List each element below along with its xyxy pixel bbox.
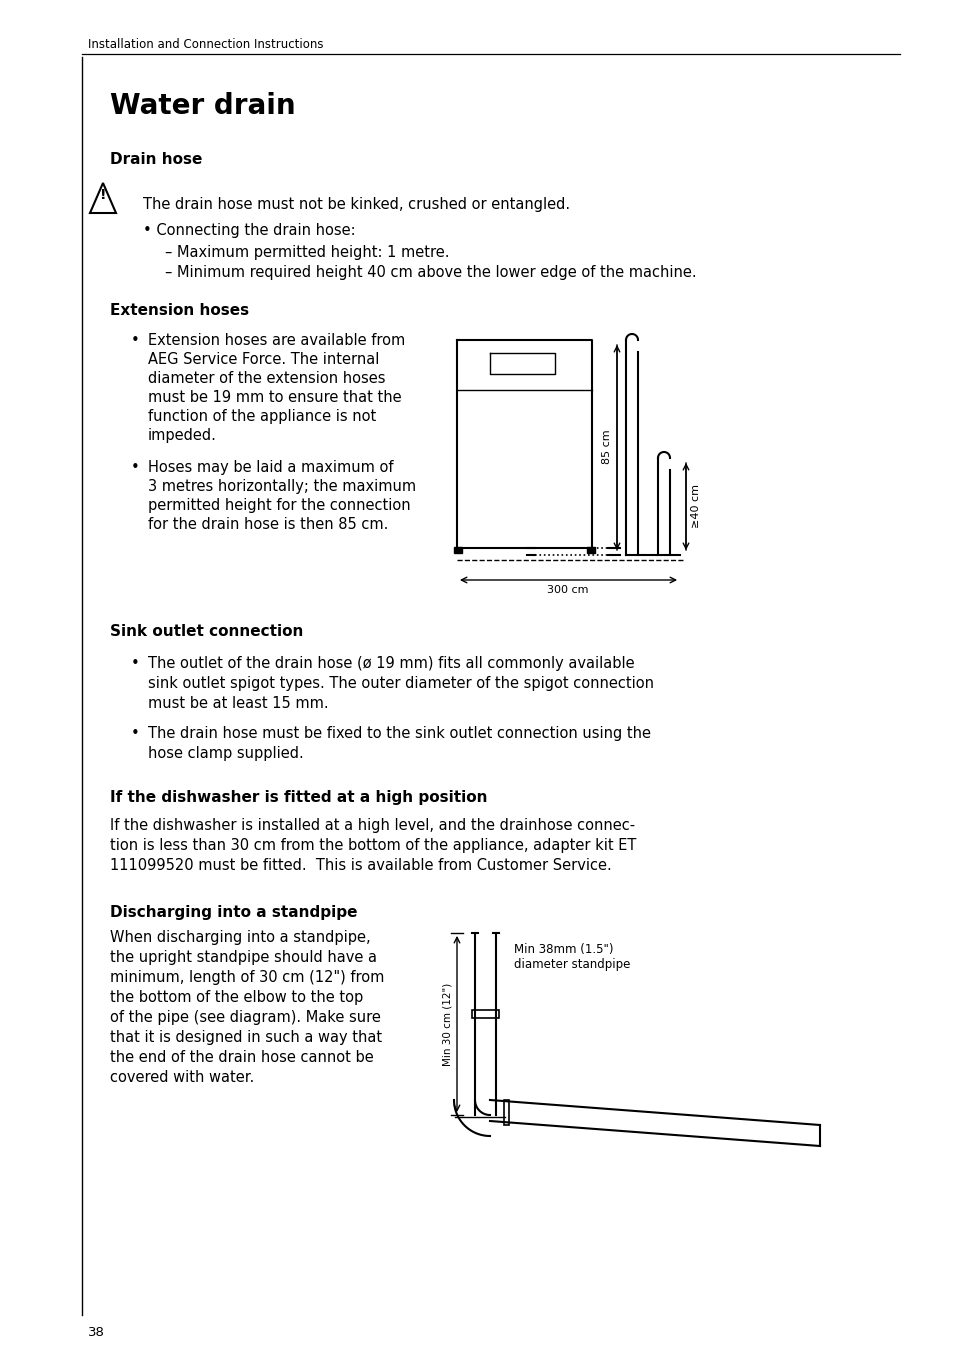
Text: •: • [131,656,139,671]
Text: •: • [131,333,139,347]
Text: covered with water.: covered with water. [110,1069,254,1086]
Text: – Maximum permitted height: 1 metre.: – Maximum permitted height: 1 metre. [165,245,449,260]
Text: •: • [131,460,139,475]
Text: must be at least 15 mm.: must be at least 15 mm. [148,696,328,711]
Text: of the pipe (see diagram). Make sure: of the pipe (see diagram). Make sure [110,1010,380,1025]
Text: impeded.: impeded. [148,429,216,443]
Text: minimum, length of 30 cm (12") from: minimum, length of 30 cm (12") from [110,969,384,986]
Text: the upright standpipe should have a: the upright standpipe should have a [110,950,376,965]
Text: the end of the drain hose cannot be: the end of the drain hose cannot be [110,1051,374,1065]
Text: The drain hose must not be kinked, crushed or entangled.: The drain hose must not be kinked, crush… [143,197,570,212]
Text: 300 cm: 300 cm [547,585,588,595]
Text: When discharging into a standpipe,: When discharging into a standpipe, [110,930,370,945]
Bar [472,1010,498,1018]
Bar [503,1101,509,1125]
Text: Extension hoses: Extension hoses [110,303,249,318]
Text: diameter of the extension hoses: diameter of the extension hoses [148,370,385,387]
Text: – Minimum required height 40 cm above the lower edge of the machine.: – Minimum required height 40 cm above th… [165,265,696,280]
Text: •: • [131,726,139,741]
Text: tion is less than 30 cm from the bottom of the appliance, adapter kit ET: tion is less than 30 cm from the bottom … [110,838,636,853]
Text: sink outlet spigot types. The outer diameter of the spigot connection: sink outlet spigot types. The outer diam… [148,676,654,691]
Bar [454,548,461,553]
Text: Min 30 cm (12"): Min 30 cm (12") [442,983,453,1065]
Text: Drain hose: Drain hose [110,151,202,168]
Text: • Connecting the drain hose:: • Connecting the drain hose: [143,223,355,238]
Text: 3 metres horizontally; the maximum: 3 metres horizontally; the maximum [148,479,416,493]
Text: 85 cm: 85 cm [601,430,612,464]
Text: 111099520 must be fitted.  This is available from Customer Service.: 111099520 must be fitted. This is availa… [110,859,611,873]
Text: hose clamp supplied.: hose clamp supplied. [148,746,303,761]
Text: 38: 38 [88,1326,105,1338]
Text: diameter standpipe: diameter standpipe [514,959,630,971]
Text: Water drain: Water drain [110,92,295,120]
Text: that it is designed in such a way that: that it is designed in such a way that [110,1030,382,1045]
Text: permitted height for the connection: permitted height for the connection [148,498,410,512]
Text: AEG Service Force. The internal: AEG Service Force. The internal [148,352,379,366]
Text: The outlet of the drain hose (ø 19 mm) fits all commonly available: The outlet of the drain hose (ø 19 mm) f… [148,656,634,671]
Text: function of the appliance is not: function of the appliance is not [148,410,375,425]
Text: Extension hoses are available from: Extension hoses are available from [148,333,405,347]
Text: If the dishwasher is fitted at a high position: If the dishwasher is fitted at a high po… [110,790,487,804]
Text: Sink outlet connection: Sink outlet connection [110,625,303,639]
Text: !: ! [100,188,106,201]
Text: for the drain hose is then 85 cm.: for the drain hose is then 85 cm. [148,516,388,531]
Text: ≥40 cm: ≥40 cm [690,484,700,529]
Text: The drain hose must be fixed to the sink outlet connection using the: The drain hose must be fixed to the sink… [148,726,650,741]
Text: Installation and Connection Instructions: Installation and Connection Instructions [88,38,323,51]
Text: must be 19 mm to ensure that the: must be 19 mm to ensure that the [148,389,401,406]
Text: Hoses may be laid a maximum of: Hoses may be laid a maximum of [148,460,393,475]
Text: the bottom of the elbow to the top: the bottom of the elbow to the top [110,990,363,1005]
Text: Discharging into a standpipe: Discharging into a standpipe [110,904,357,919]
Text: If the dishwasher is installed at a high level, and the drainhose connec-: If the dishwasher is installed at a high… [110,818,635,833]
Text: Min 38mm (1.5"): Min 38mm (1.5") [514,942,613,956]
Bar [586,548,595,553]
